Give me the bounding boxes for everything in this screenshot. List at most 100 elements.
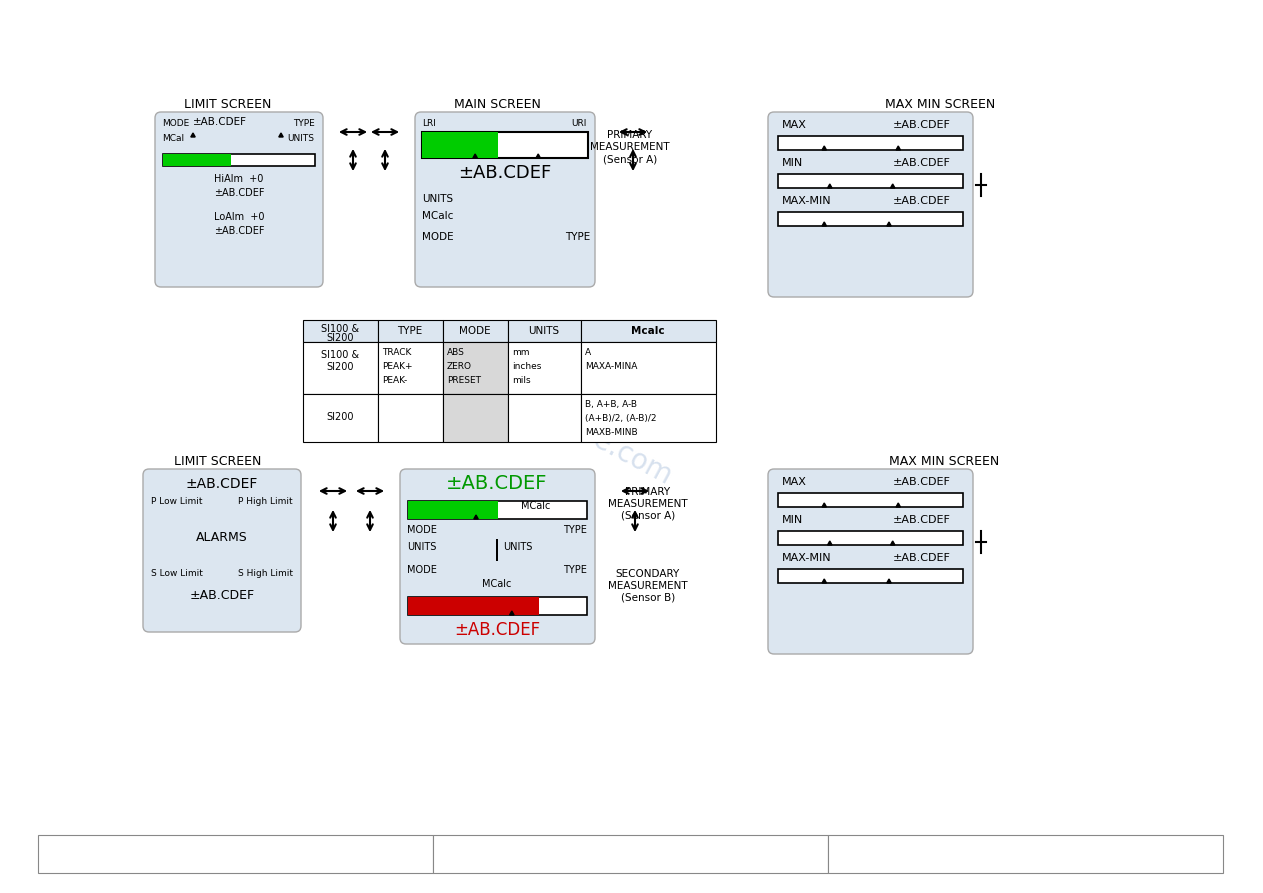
Text: ±AB.CDEF: ±AB.CDEF [893,158,951,168]
Text: UNITS: UNITS [503,542,533,552]
Text: (A+B)/2, (A-B)/2: (A+B)/2, (A-B)/2 [585,414,657,423]
Bar [443,342,508,394]
Bar [303,342,378,394]
Text: MCal: MCal [162,134,184,143]
Bar [581,394,716,442]
Bar [581,320,716,342]
Text: ±AB.CDEF: ±AB.CDEF [213,188,264,198]
Text: (Sensor A): (Sensor A) [621,511,676,521]
Text: MAX MIN SCREEN: MAX MIN SCREEN [885,98,995,111]
Bar [778,212,962,226]
Text: PEAK-: PEAK- [381,376,407,385]
Text: SI100 &: SI100 & [321,324,359,334]
FancyBboxPatch shape [143,469,301,632]
Text: ±AB.CDEF: ±AB.CDEF [186,477,258,491]
Text: MAX-MIN: MAX-MIN [782,196,831,206]
Text: (Sensor B): (Sensor B) [621,593,676,603]
FancyBboxPatch shape [400,469,595,644]
Bar [581,342,716,394]
Polygon shape [827,184,832,188]
Text: MEASUREMENT: MEASUREMENT [609,499,688,509]
Text: MEASUREMENT: MEASUREMENT [609,581,688,591]
Text: MAXA-MINA: MAXA-MINA [585,362,638,371]
Text: SECONDARY: SECONDARY [616,569,679,579]
Bar [443,394,508,442]
Bar [508,394,581,442]
Text: MODE: MODE [422,232,453,242]
Text: URI: URI [571,119,586,128]
Bar [303,320,378,342]
Text: PEAK+: PEAK+ [381,362,413,371]
Polygon shape [822,503,826,507]
Text: ±AB.CDEF: ±AB.CDEF [453,621,541,639]
Polygon shape [887,579,892,583]
Text: TYPE: TYPE [563,525,587,535]
Text: S Low Limit: S Low Limit [152,569,203,578]
Text: ±AB.CDEF: ±AB.CDEF [193,117,248,127]
Text: inches: inches [512,362,542,371]
Text: MODE: MODE [407,565,437,575]
Polygon shape [509,611,514,615]
Text: A: A [585,348,591,357]
Bar [778,136,962,150]
Text: UNITS: UNITS [407,542,437,552]
Text: LIMIT SCREEN: LIMIT SCREEN [184,98,272,111]
Text: SI100 &: SI100 & [321,350,359,360]
Text: S High Limit: S High Limit [237,569,293,578]
Text: (Sensor A): (Sensor A) [602,154,657,164]
Text: MEASUREMENT: MEASUREMENT [590,142,669,152]
Polygon shape [822,579,826,583]
Polygon shape [191,133,196,137]
Text: ±AB.CDEF: ±AB.CDEF [893,553,951,563]
Bar [408,501,498,519]
Polygon shape [822,222,826,226]
Bar [433,835,829,873]
Bar [778,174,962,188]
Bar [38,835,433,873]
Bar [508,342,581,394]
Text: ±AB.CDEF: ±AB.CDEF [893,196,951,206]
Bar [508,320,581,342]
FancyBboxPatch shape [768,469,973,654]
Text: UNITS: UNITS [528,326,560,336]
Text: MODE: MODE [162,119,189,128]
Polygon shape [895,503,901,507]
Text: PRESET: PRESET [447,376,481,385]
Text: UNITS: UNITS [287,134,314,143]
Text: MAIN SCREEN: MAIN SCREEN [453,98,541,111]
Text: ±AB.CDEF: ±AB.CDEF [893,477,951,487]
Polygon shape [890,184,895,188]
Polygon shape [827,541,832,545]
Text: MODE: MODE [407,525,437,535]
Text: ZERO: ZERO [447,362,472,371]
Bar [778,493,962,507]
Bar [378,320,443,342]
Bar [303,394,378,442]
Bar [378,394,443,442]
Text: B, A+B, A-B: B, A+B, A-B [585,400,637,409]
Bar [378,342,443,394]
Text: PRIMARY: PRIMARY [608,130,653,140]
Text: TYPE: TYPE [293,119,314,128]
Text: LRI: LRI [422,119,436,128]
Text: ±AB.CDEF: ±AB.CDEF [893,515,951,525]
Text: UNITS: UNITS [422,194,453,204]
Text: MIN: MIN [782,158,803,168]
Text: P Low Limit: P Low Limit [152,497,202,506]
Text: Mcalc: Mcalc [632,326,664,336]
Text: TRACK: TRACK [381,348,412,357]
Text: MAX: MAX [782,120,807,130]
Text: ±AB.CDEF: ±AB.CDEF [893,120,951,130]
Polygon shape [822,146,826,150]
Text: MCalc: MCalc [422,211,453,221]
Bar [408,501,587,519]
Polygon shape [887,222,892,226]
Text: MAX: MAX [782,477,807,487]
FancyBboxPatch shape [416,112,595,287]
Text: MAX-MIN: MAX-MIN [782,553,831,563]
Bar [163,154,314,166]
Text: MAX MIN SCREEN: MAX MIN SCREEN [889,455,999,468]
Polygon shape [472,154,477,158]
Text: MCalc: MCalc [520,501,551,511]
Bar [778,569,962,583]
